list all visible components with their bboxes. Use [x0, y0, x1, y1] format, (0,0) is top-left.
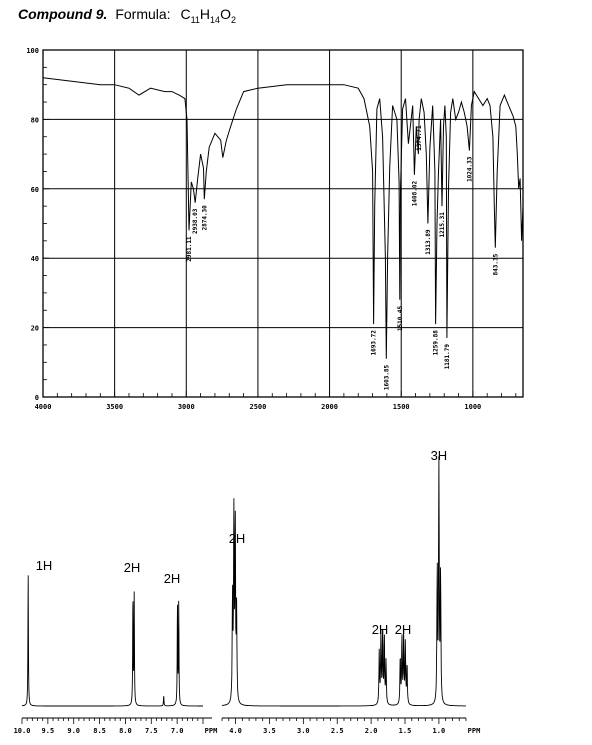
- ir-peak-label: 2981.11: [186, 236, 193, 262]
- nmr-x-tick-label: 4.0: [229, 727, 242, 735]
- ir-y-tick-label: 80: [31, 116, 39, 124]
- nmr-x-tick-label: 7.5: [145, 727, 158, 735]
- nmr-x-tick-label: 3.5: [263, 727, 276, 735]
- nmr-x-tick-label: 2.0: [365, 727, 378, 735]
- ir-peak-label: 1603.85: [383, 364, 390, 390]
- ir-peak-label: 1181.79: [444, 344, 451, 370]
- ir-x-tick-label: 3500: [106, 403, 123, 411]
- formula-label: Formula:: [115, 6, 171, 22]
- nmr-x-axis-unit: PPM: [468, 727, 481, 735]
- ir-y-tick-label: 100: [26, 47, 39, 55]
- ir-y-tick-label: 20: [31, 325, 39, 333]
- ir-x-tick-label: 2000: [321, 403, 338, 411]
- nmr-integration-label: 2H: [372, 622, 389, 637]
- nmr-integration-label: 2H: [395, 622, 412, 637]
- nmr-integration-label: 2H: [229, 531, 246, 546]
- nmr-x-tick-label: 9.5: [42, 727, 55, 735]
- nmr-integration-label: 1H: [36, 558, 53, 573]
- ir-x-tick-label: 1000: [464, 403, 481, 411]
- ir-x-tick-label: 4000: [35, 403, 52, 411]
- ir-peak-label: 1313.89: [425, 229, 432, 255]
- ir-peak-label: 1374.71: [416, 125, 423, 151]
- ir-peak-label: 2938.03: [192, 208, 199, 234]
- ir-peak-label: 1259.88: [433, 330, 440, 356]
- ir-x-tick-label: 1500: [393, 403, 410, 411]
- nmr-integration-label: 2H: [124, 560, 141, 575]
- nmr-x-tick-label: 9.0: [67, 727, 80, 735]
- ir-x-tick-label: 2500: [249, 403, 266, 411]
- ir-peak-label: 2874.30: [201, 205, 208, 231]
- ir-peak-label: 1024.33: [466, 156, 473, 182]
- molecular-formula: C11H14O2: [180, 6, 236, 25]
- ir-y-tick-label: 40: [31, 255, 39, 263]
- nmr-x-tick-label: 1.0: [433, 727, 446, 735]
- ir-spectrum-chart: 0 20 40 60 80 100 4000 3500 3000 2500 2000 1500 1000…: [26, 47, 524, 411]
- ir-peak-label: 1408.02: [411, 181, 418, 207]
- nmr-integration-label: 2H: [164, 571, 181, 586]
- nmr-x-axis-unit: PPM: [205, 727, 218, 735]
- nmr-integration-label: 3H: [431, 448, 448, 463]
- compound-label: Compound 9.: [18, 6, 108, 22]
- nmr-x-tick-label: 10.0: [14, 727, 31, 735]
- nmr-x-tick-label: 1.5: [399, 727, 412, 735]
- ir-y-tick-label: 60: [31, 186, 39, 194]
- nmr-x-tick-label: 2.5: [331, 727, 344, 735]
- nmr-aromatic-trace: [22, 575, 203, 707]
- ir-peak-label: 1693.72: [371, 330, 378, 356]
- nmr-x-tick-label: 7.0: [171, 727, 184, 735]
- ir-y-tick-label: 0: [35, 394, 39, 402]
- ir-peak-label: 1510.45: [397, 305, 404, 331]
- nmr-x-tick-label: 3.0: [297, 727, 310, 735]
- nmr-x-tick-label: 8.5: [93, 727, 106, 735]
- ir-x-tick-label: 3000: [178, 403, 195, 411]
- ir-peak-label: 843.35: [492, 253, 499, 275]
- ir-transmittance-trace: [42, 77, 524, 359]
- page-title: Compound 9. Formula: C11H14O2: [18, 6, 236, 25]
- ir-peak-label: 1215.31: [439, 212, 446, 238]
- nmr-aliphatic-trace: [221, 456, 466, 707]
- nmr-x-tick-label: 8.0: [119, 727, 132, 735]
